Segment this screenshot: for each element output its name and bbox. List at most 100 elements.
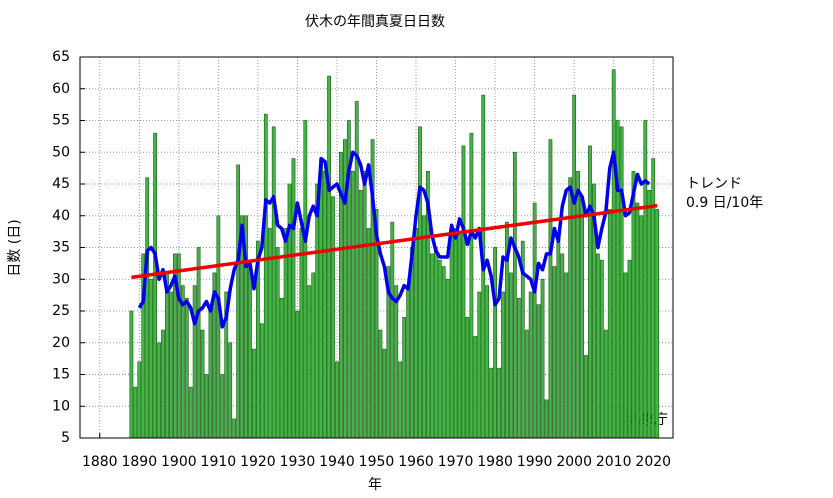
bar	[184, 297, 189, 439]
bar	[469, 132, 474, 439]
bar	[655, 209, 660, 439]
bar	[619, 126, 624, 439]
plot-frame	[79, 56, 674, 439]
bar	[418, 126, 422, 439]
bar	[473, 336, 478, 439]
bar	[611, 69, 616, 439]
bar	[493, 247, 497, 439]
bar	[647, 190, 652, 439]
bar	[208, 310, 213, 439]
bar	[319, 158, 324, 439]
bar	[445, 278, 450, 439]
bar	[200, 329, 205, 439]
bar	[390, 221, 395, 439]
bar	[501, 291, 505, 439]
y-tick-label: 10	[52, 398, 70, 414]
y-tick-label: 45	[52, 176, 70, 192]
bar	[248, 266, 252, 439]
bar	[532, 202, 537, 439]
x-tick-label: 1880	[82, 454, 118, 470]
bar	[544, 399, 549, 439]
bar	[639, 215, 644, 439]
bar	[509, 272, 513, 439]
bar	[176, 253, 181, 439]
bar	[236, 164, 241, 439]
bar	[362, 171, 367, 439]
bar	[149, 278, 154, 439]
x-tick-label: 1960	[398, 454, 434, 470]
moving-average-line	[137, 150, 651, 329]
bar	[354, 101, 359, 439]
bar	[422, 215, 426, 439]
bar	[528, 291, 533, 439]
bar	[560, 253, 565, 439]
bar	[576, 171, 581, 439]
x-tick-label: 1970	[438, 454, 474, 470]
y-tick-label: 15	[52, 367, 70, 383]
bar	[180, 285, 185, 439]
bar	[307, 285, 312, 439]
bar	[599, 259, 604, 439]
x-tick-label: 1900	[161, 454, 197, 470]
bar	[552, 266, 557, 439]
bar	[161, 329, 165, 439]
bar	[457, 234, 462, 439]
bar	[196, 247, 201, 439]
bar	[315, 183, 320, 439]
bar	[323, 171, 327, 439]
y-tick-label: 40	[52, 208, 70, 224]
bar	[275, 247, 280, 439]
bar	[133, 386, 138, 439]
chart-title: 伏木の年間真夏日日数	[305, 14, 445, 30]
x-tick-label: 1890	[121, 454, 157, 470]
bar	[489, 367, 494, 439]
bar	[635, 202, 640, 439]
bar	[204, 374, 209, 439]
bar	[623, 272, 628, 439]
trend-rate: 0.9 日/10年	[686, 195, 763, 211]
bar	[596, 253, 600, 439]
bar	[485, 285, 490, 439]
bar	[252, 348, 256, 439]
bar	[169, 291, 173, 439]
bar	[584, 355, 588, 439]
bar	[437, 259, 442, 439]
bar	[303, 120, 308, 439]
bar	[232, 418, 237, 439]
bar	[335, 361, 339, 439]
bar	[627, 259, 632, 439]
bar	[145, 177, 150, 439]
bar	[398, 361, 403, 439]
x-axis-label: 年	[368, 477, 382, 493]
x-tick-label: 1980	[477, 454, 513, 470]
bar	[228, 342, 233, 439]
bar	[287, 183, 292, 439]
bar	[516, 297, 521, 439]
bar	[263, 113, 268, 439]
bar	[192, 285, 197, 439]
bar	[524, 329, 529, 439]
bar	[449, 228, 454, 439]
bar	[651, 158, 656, 439]
bar	[153, 132, 157, 439]
bar	[497, 367, 501, 439]
bar	[366, 228, 371, 439]
bar	[331, 196, 335, 439]
bar	[564, 272, 569, 439]
bar	[291, 158, 296, 439]
y-tick-label: 55	[52, 113, 70, 129]
y-tick-label: 65	[52, 49, 70, 65]
bar	[540, 278, 545, 439]
bar	[433, 247, 438, 439]
bar	[536, 304, 541, 439]
bar	[643, 120, 648, 439]
y-tick-label: 35	[52, 240, 70, 256]
bar	[283, 228, 288, 439]
bar	[461, 145, 466, 439]
bar	[588, 145, 592, 439]
bar	[406, 285, 411, 439]
bar	[607, 209, 612, 439]
x-tick-label: 1940	[319, 454, 355, 470]
bar	[572, 94, 577, 439]
